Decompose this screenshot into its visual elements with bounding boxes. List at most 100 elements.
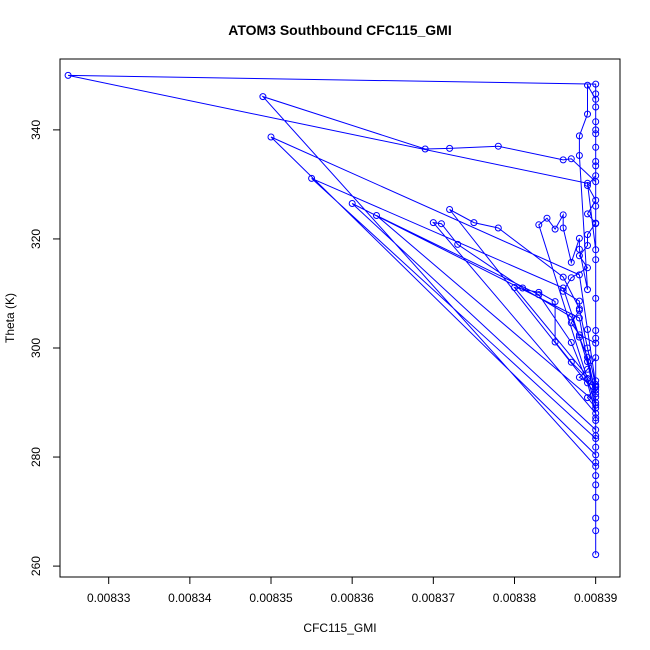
data-point xyxy=(429,219,437,227)
y-tick-label: 260 xyxy=(29,556,43,576)
data-point xyxy=(592,386,600,394)
data-point xyxy=(567,258,575,266)
data-point xyxy=(592,551,600,559)
y-tick-label: 300 xyxy=(29,338,43,358)
x-axis: 0.00833 0.00834 0.00835 0.00836 0.00837 0.008… xyxy=(87,577,618,605)
data-point xyxy=(584,365,591,373)
data-point xyxy=(592,256,600,264)
data-point xyxy=(584,110,591,118)
y-axis-label: Theta (K) xyxy=(3,293,17,343)
data-point xyxy=(494,142,502,150)
data-point xyxy=(592,246,600,254)
data-point xyxy=(592,399,600,406)
data-point xyxy=(592,393,600,401)
data-point xyxy=(584,81,591,89)
data-point xyxy=(567,155,575,163)
data-point xyxy=(421,145,429,153)
data-point xyxy=(592,202,600,210)
data-point xyxy=(592,158,600,165)
data-point xyxy=(575,152,583,159)
data-point xyxy=(592,294,600,302)
data-point xyxy=(592,178,600,186)
x-tick-label: 0.00837 xyxy=(412,591,456,605)
data-point xyxy=(584,179,591,187)
data-point xyxy=(575,297,583,305)
data-point xyxy=(592,80,600,88)
data-point xyxy=(592,481,600,489)
x-tick-label: 0.00835 xyxy=(249,591,293,605)
data-point xyxy=(559,273,567,281)
data-point xyxy=(535,291,543,299)
x-tick-label: 0.00838 xyxy=(493,591,537,605)
data-point xyxy=(592,339,600,347)
data-point xyxy=(592,162,600,170)
chart-title: ATOM3 Southbound CFC115_GMI xyxy=(228,22,452,38)
data-point xyxy=(584,210,591,218)
y-axis: 260 280 300 320 340 xyxy=(29,120,60,576)
data-point xyxy=(373,212,380,219)
x-tick-label: 0.00839 xyxy=(574,591,618,605)
data-point xyxy=(575,234,583,242)
data-point xyxy=(592,426,600,434)
x-tick-label: 0.00834 xyxy=(168,591,212,605)
data-point xyxy=(575,132,583,140)
data-point xyxy=(584,326,591,333)
y-tick-label: 280 xyxy=(29,447,43,467)
data-point xyxy=(592,118,600,126)
data-point xyxy=(592,334,600,342)
x-tick-label: 0.00836 xyxy=(330,591,374,605)
series-line xyxy=(67,74,597,555)
data-point xyxy=(567,339,575,346)
data-point xyxy=(592,472,600,480)
data-point xyxy=(592,417,600,424)
data-point xyxy=(592,414,600,422)
data-point xyxy=(584,353,591,361)
data-point xyxy=(551,225,559,233)
data-point xyxy=(592,409,600,417)
data-point xyxy=(64,71,72,79)
data-point xyxy=(592,220,600,228)
data-point xyxy=(575,331,583,339)
data-point xyxy=(575,333,583,341)
data-point xyxy=(437,220,445,228)
data-point xyxy=(584,286,591,294)
data-point xyxy=(559,287,567,295)
data-point xyxy=(559,211,567,219)
x-tick-label: 0.00833 xyxy=(87,591,131,605)
data-point xyxy=(584,264,591,272)
data-point xyxy=(575,271,583,279)
data-point xyxy=(592,103,600,111)
data-point xyxy=(559,284,567,292)
data-point xyxy=(567,358,575,366)
data-point xyxy=(584,182,591,189)
data-point xyxy=(446,144,454,152)
data-point xyxy=(584,242,591,249)
data-point xyxy=(308,174,316,182)
data-point xyxy=(592,435,600,442)
data-point xyxy=(551,338,559,346)
data-point xyxy=(511,284,518,291)
data-point xyxy=(584,231,591,239)
data-point xyxy=(575,314,583,322)
plot-frame xyxy=(59,58,621,578)
data-point xyxy=(519,284,527,292)
data-point xyxy=(535,288,543,296)
data-point xyxy=(567,313,575,321)
data-point xyxy=(567,274,575,282)
data-point xyxy=(592,354,600,362)
series-layer xyxy=(64,71,600,559)
data-point xyxy=(592,130,600,138)
data-point xyxy=(543,214,551,222)
y-tick-label: 320 xyxy=(29,229,43,249)
data-point xyxy=(584,358,591,366)
data-point xyxy=(584,379,591,387)
data-point xyxy=(592,459,600,466)
data-point xyxy=(559,224,567,232)
data-point xyxy=(592,95,600,103)
data-point xyxy=(592,126,600,134)
data-point xyxy=(575,245,583,253)
data-point xyxy=(592,462,600,470)
data-point xyxy=(584,344,591,352)
data-point xyxy=(592,514,600,522)
data-point xyxy=(592,90,600,98)
